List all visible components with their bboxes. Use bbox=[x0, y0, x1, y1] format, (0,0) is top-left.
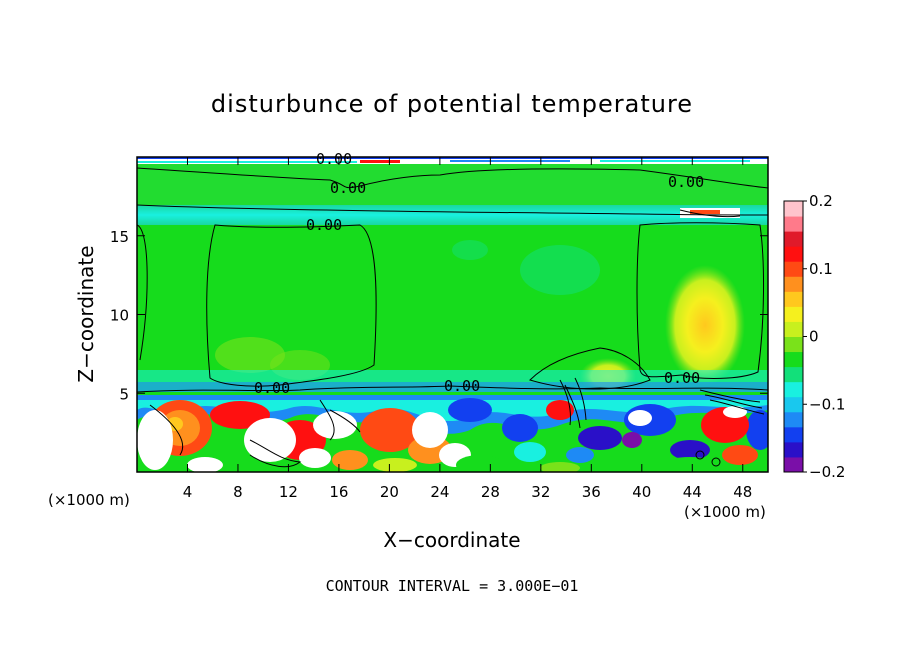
contour-label: 0.00 bbox=[664, 369, 700, 387]
x-tick-label: 16 bbox=[329, 483, 348, 501]
y-axis: 5 10 15 bbox=[110, 228, 768, 403]
y-tick-label: 5 bbox=[119, 385, 129, 403]
contour-interval-note: CONTOUR INTERVAL = 3.000E−01 bbox=[326, 577, 579, 595]
x-unit-right: (×1000 m) bbox=[684, 503, 766, 521]
colorbar: 0.2 0.1 0 −0.1 −0.2 bbox=[783, 192, 845, 481]
x-axis-label: X−coordinate bbox=[383, 528, 520, 552]
contour-lines bbox=[137, 167, 768, 468]
contour-label: 0.00 bbox=[444, 377, 480, 395]
colorbar-swatch bbox=[784, 366, 803, 383]
x-tick-label: 32 bbox=[531, 483, 550, 501]
contour-label: 0.00 bbox=[316, 150, 352, 168]
colorbar-swatch bbox=[784, 426, 803, 443]
colorbar-swatch bbox=[784, 201, 803, 217]
colorbar-swatch bbox=[784, 321, 803, 337]
colorbar-swatch bbox=[784, 351, 803, 368]
colorbar-swatch bbox=[784, 456, 803, 473]
contour-label: 0.00 bbox=[668, 173, 704, 191]
colorbar-swatch bbox=[784, 411, 803, 428]
colorbar-tick-label: 0.1 bbox=[809, 260, 833, 278]
colorbar-tick-label: 0 bbox=[809, 328, 819, 346]
colorbar-swatch bbox=[784, 276, 803, 292]
colorbar-swatch bbox=[784, 216, 803, 232]
colorbar-swatch bbox=[784, 381, 803, 398]
contour-label: 0.00 bbox=[306, 216, 342, 234]
contour-label: 0.00 bbox=[254, 379, 290, 397]
chart-title: disturbunce of potential temperature bbox=[211, 90, 693, 118]
x-tick-label: 4 bbox=[183, 483, 193, 501]
colorbar-swatch bbox=[784, 306, 803, 322]
x-tick-label: 36 bbox=[582, 483, 601, 501]
colorbar-swatch bbox=[784, 231, 803, 247]
x-unit-left: (×1000 m) bbox=[48, 491, 130, 509]
colorbar-swatch bbox=[784, 396, 803, 413]
colorbar-swatch bbox=[784, 246, 803, 262]
colorbar-swatch bbox=[784, 441, 803, 458]
colorbar-tick-label: 0.2 bbox=[809, 192, 833, 210]
x-tick-label: 28 bbox=[481, 483, 500, 501]
x-tick-label: 44 bbox=[683, 483, 702, 501]
colorbar-swatch bbox=[784, 291, 803, 307]
contour-labels: 0.00 0.00 0.00 0.00 0.00 0.00 0.00 bbox=[254, 150, 704, 397]
x-tick-label: 24 bbox=[430, 483, 449, 501]
x-tick-label: 12 bbox=[279, 483, 298, 501]
x-tick-label: 20 bbox=[380, 483, 399, 501]
colorbar-swatch bbox=[784, 261, 803, 277]
x-tick-label: 48 bbox=[733, 483, 752, 501]
x-tick-label: 8 bbox=[233, 483, 243, 501]
y-tick-label: 15 bbox=[110, 228, 129, 246]
contour-label: 0.00 bbox=[330, 179, 366, 197]
x-axis: 4 8 12 16 20 24 28 32 36 40 44 48 bbox=[183, 157, 752, 501]
colorbar-tick-label: −0.2 bbox=[809, 463, 845, 481]
turbulent-layer bbox=[137, 395, 768, 472]
y-tick-label: 10 bbox=[110, 307, 129, 325]
colorbar-swatch bbox=[784, 336, 803, 353]
y-axis-label: Z−coordinate bbox=[74, 245, 98, 382]
colorbar-tick-label: −0.1 bbox=[809, 395, 845, 413]
x-tick-label: 40 bbox=[632, 483, 651, 501]
top-boundary-layer bbox=[137, 157, 768, 218]
